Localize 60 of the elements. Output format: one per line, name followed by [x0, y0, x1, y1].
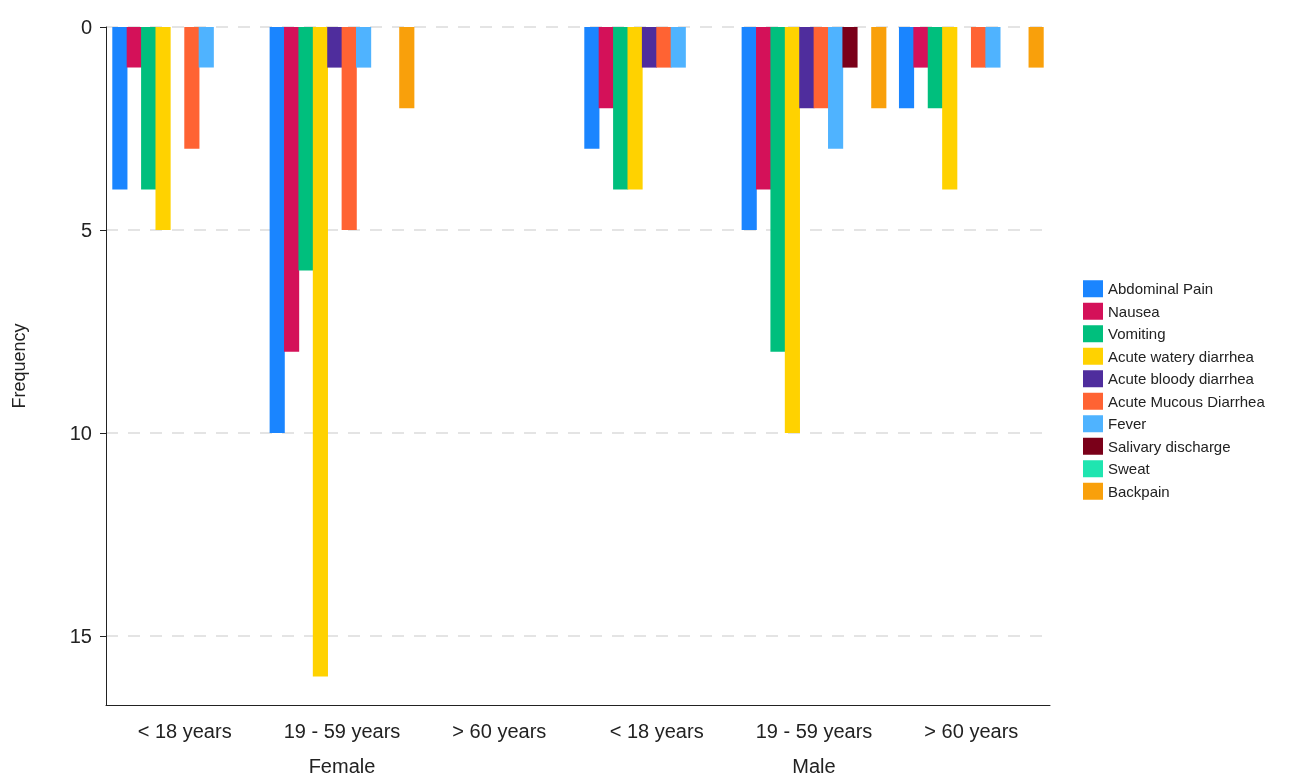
x-tick-label: 19 - 59 years [283, 720, 401, 742]
bar [198, 27, 214, 68]
x-tick-label: > 60 years [924, 720, 1019, 742]
bar [741, 27, 757, 230]
bar [356, 27, 372, 68]
legend-label: Acute bloody diarrhea [1108, 370, 1255, 388]
bar [141, 27, 157, 190]
bar [784, 27, 800, 433]
x-tick-label: 19 - 59 years [755, 720, 873, 742]
text: Female [308, 755, 376, 777]
y-tick-label: 10 [69, 421, 92, 444]
y-tick-label: 5 [80, 218, 92, 241]
y-axis-title: Frequency [9, 323, 29, 409]
bar [613, 27, 629, 190]
bar [184, 27, 200, 149]
bar [985, 27, 1001, 68]
legend-label: Acute Mucous Diarrhea [1108, 392, 1266, 410]
x-tick-label: < 18 years [137, 720, 232, 742]
bar [298, 27, 314, 271]
legend-label: Nausea [1108, 302, 1161, 320]
bar [312, 27, 328, 677]
bar [656, 27, 672, 68]
bar [942, 27, 958, 190]
bar [112, 27, 128, 190]
bar [871, 27, 887, 109]
bar [641, 27, 658, 68]
bar [813, 27, 829, 109]
bar [927, 27, 943, 109]
bar [341, 27, 357, 230]
bar [842, 27, 858, 68]
bar [898, 27, 915, 109]
legend-label: Fever [1108, 415, 1147, 433]
bar [799, 27, 815, 109]
bar [284, 27, 300, 352]
text: Male [792, 755, 836, 777]
bar [770, 27, 786, 352]
bar [155, 27, 171, 230]
x-tick-label: < 18 years [609, 720, 704, 742]
bar [399, 27, 415, 109]
bar [913, 27, 929, 68]
bar [970, 27, 987, 68]
bar [327, 27, 343, 68]
bar [670, 27, 686, 68]
bar [1028, 27, 1044, 68]
bar [828, 27, 844, 149]
bar [598, 27, 614, 109]
legend-label: Vomiting [1108, 325, 1166, 343]
y-tick-label: 15 [69, 624, 92, 647]
bar [627, 27, 643, 190]
legend-label: Abdominal Pain [1108, 280, 1214, 298]
legend-label: Salivary discharge [1108, 437, 1231, 455]
bar [126, 27, 142, 68]
legend-label: Sweat [1108, 460, 1151, 478]
x-tick-label: > 60 years [452, 720, 547, 742]
bar [584, 27, 600, 149]
legend-label: Acute watery diarrhea [1108, 347, 1255, 365]
bar [269, 27, 285, 433]
y-tick-label: 0 [80, 16, 92, 38]
bar [756, 27, 772, 190]
legend-label: Backpain [1108, 482, 1170, 500]
